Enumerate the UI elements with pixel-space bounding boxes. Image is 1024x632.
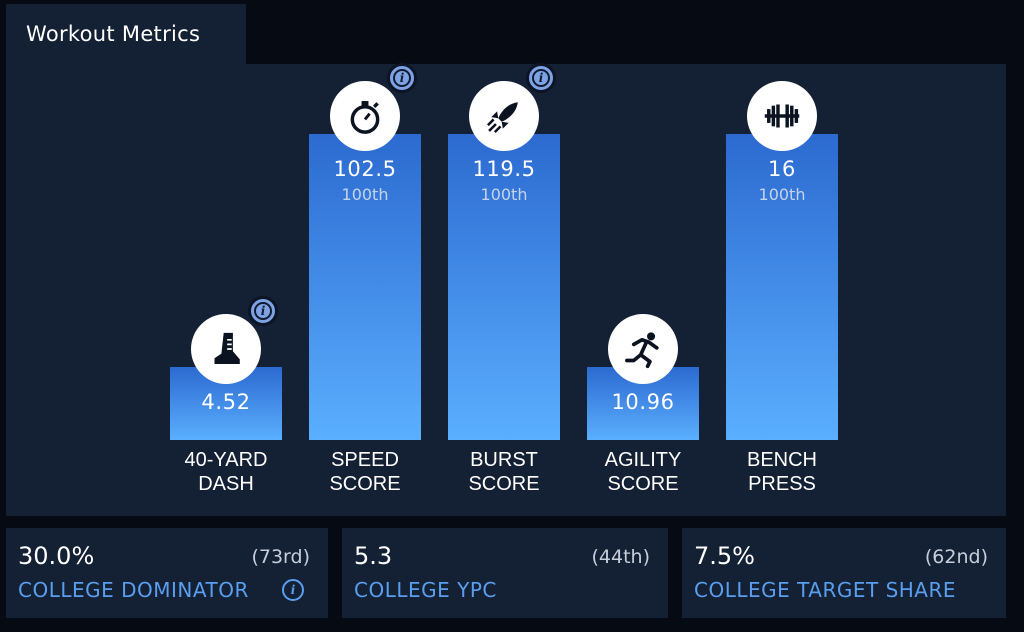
barbell-icon bbox=[747, 81, 817, 151]
bar-percentile-label: 100th bbox=[481, 185, 528, 204]
info-icon[interactable]: i bbox=[282, 579, 304, 601]
stat-rank: (73rd) bbox=[251, 546, 310, 568]
category-label: SCORE bbox=[468, 473, 539, 495]
stat-value: 5.3 bbox=[354, 542, 393, 570]
bar-chart: 4.5240-YARDDASH102.5100thSPEEDSCORE119.5… bbox=[170, 81, 838, 495]
stat-value: 7.5% bbox=[694, 542, 755, 570]
bar-percentile-label: 100th bbox=[342, 185, 389, 204]
stat-card-college-target-share: 7.5% (62nd) COLLEGE TARGET SHARE bbox=[682, 528, 1006, 618]
bar bbox=[726, 134, 838, 440]
bar bbox=[448, 134, 560, 440]
bar-value-label: 10.96 bbox=[611, 390, 674, 414]
stat-rank: (62nd) bbox=[924, 546, 988, 568]
rocket-icon bbox=[469, 81, 539, 151]
category-label: SCORE bbox=[607, 473, 678, 495]
info-icon[interactable]: i bbox=[248, 296, 278, 326]
stat-label: COLLEGE TARGET SHARE bbox=[694, 578, 957, 602]
workout-metrics-tab[interactable]: Workout Metrics bbox=[6, 4, 246, 66]
category-label: AGILITY bbox=[605, 449, 682, 471]
category-label: PRESS bbox=[748, 473, 816, 495]
category-label: DASH bbox=[198, 473, 254, 495]
stat-card-college-dominator: 30.0% (73rd) COLLEGE DOMINATOR i bbox=[6, 528, 328, 618]
bar-value-label: 102.5 bbox=[333, 157, 396, 181]
panel-title: Workout Metrics bbox=[26, 22, 201, 46]
category-label: SCORE bbox=[329, 473, 400, 495]
bar-value-label: 4.52 bbox=[201, 390, 250, 414]
stat-label: COLLEGE DOMINATOR bbox=[18, 578, 249, 602]
category-label: BENCH bbox=[747, 449, 817, 471]
info-icon[interactable]: i bbox=[387, 63, 417, 93]
bar bbox=[309, 134, 421, 440]
stat-rank: (44th) bbox=[591, 546, 651, 568]
category-label: BURST bbox=[470, 449, 538, 471]
stopwatch-icon bbox=[330, 81, 400, 151]
stat-label: COLLEGE YPC bbox=[354, 578, 497, 602]
bar-value-label: 16 bbox=[768, 157, 796, 181]
bar-percentile-label: 100th bbox=[759, 185, 806, 204]
running-shoe-icon bbox=[191, 314, 261, 384]
category-label: 40-YARD bbox=[185, 449, 268, 471]
bar-value-label: 119.5 bbox=[472, 157, 535, 181]
info-icon[interactable]: i bbox=[526, 63, 556, 93]
sprinter-icon bbox=[608, 314, 678, 384]
workout-metrics-chart: 4.52 40-YARD DASH 102.5 100th SPEED SCORE 119.5… bbox=[6, 63, 1006, 516]
stat-value: 30.0% bbox=[18, 542, 95, 570]
stat-card-college-ypc: 5.3 (44th) COLLEGE YPC bbox=[342, 528, 668, 618]
category-label: SPEED bbox=[331, 449, 399, 471]
